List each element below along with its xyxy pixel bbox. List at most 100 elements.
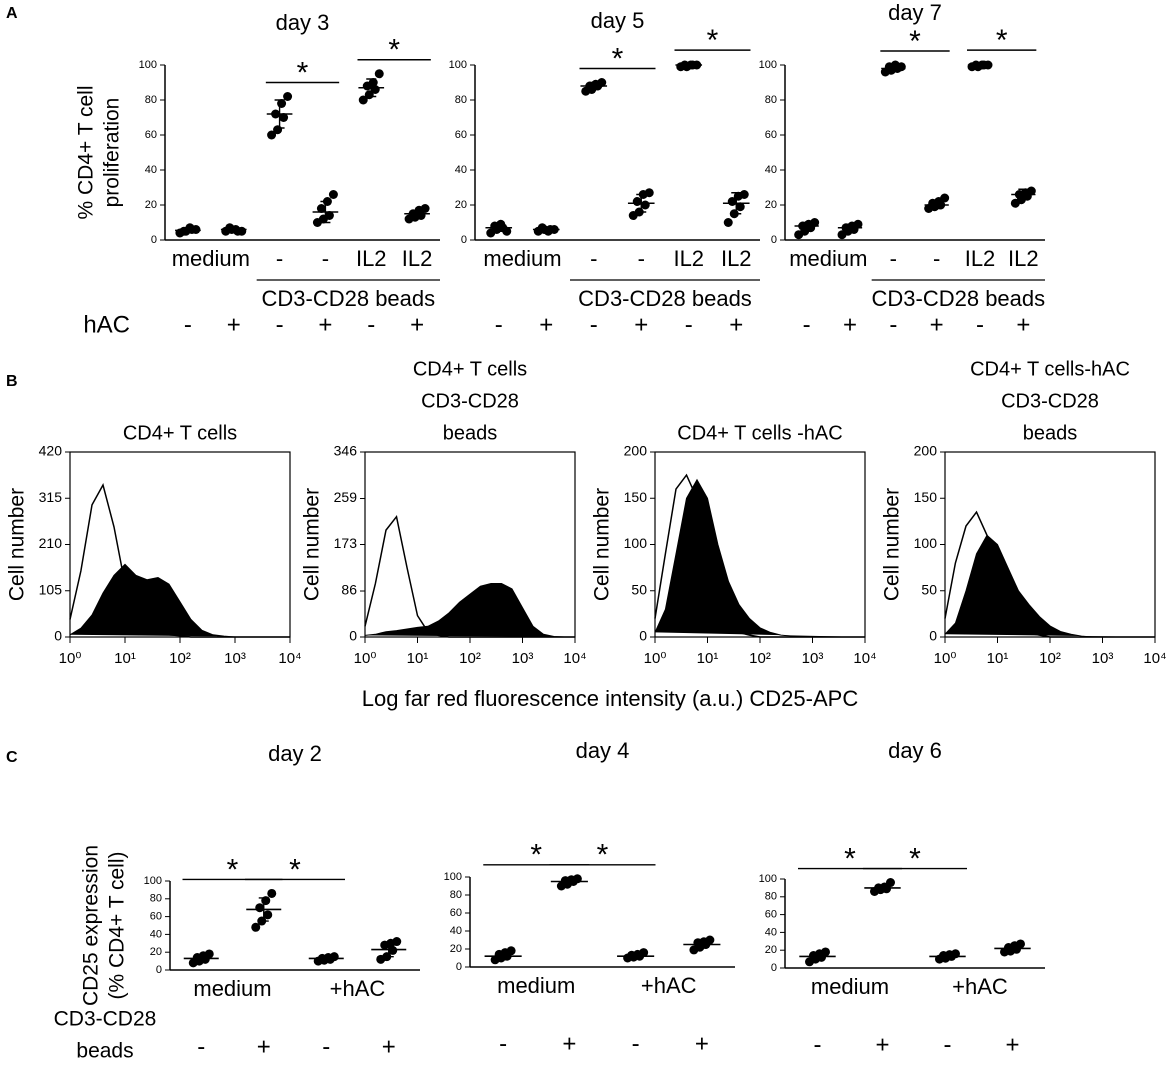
data-point [739,190,749,199]
y-axis-label: Cell number [6,488,29,601]
x-tick-label: 10¹ [697,650,719,667]
significance-label: * [227,853,239,886]
row-sign: + [1005,1031,1019,1058]
error-bar [383,941,394,958]
error-bar [801,221,812,231]
significance-label: * [297,56,309,89]
x-tick-label: +hAC [330,976,386,1001]
data-point [1026,186,1036,196]
x-tick-label: 10³ [512,650,534,667]
error-bar [182,227,193,233]
row-sign: + [875,1031,889,1058]
data-point [502,226,512,236]
data-point [886,878,895,888]
x-tick-label: 10⁴ [563,650,586,667]
row-sign: - [495,311,503,338]
error-bar [258,897,269,922]
y-tick-label: 60 [145,129,157,141]
panel-letter: B [6,373,18,390]
y-tick-label: 200 [624,443,648,459]
x-tick-label: +hAC [641,973,697,998]
error-bar [274,99,285,129]
data-point [263,910,273,920]
x-tick-label: IL2 [356,246,387,271]
x-tick-label: 10⁴ [278,650,301,667]
x-tick-label: 10⁰ [644,650,667,667]
data-point [279,113,289,122]
y-tick-label: 80 [150,893,162,905]
y-tick-label: 60 [765,129,777,141]
y-tick-label: 0 [349,628,357,644]
y-axis-label: % CD4+ T cell [75,85,98,219]
y-tick-label: 60 [765,909,777,921]
x-tick-label: 10³ [224,650,246,667]
y-axis-label: Cell number [301,488,324,601]
histogram-filled [944,534,1155,638]
error-bar [812,952,823,961]
y-tick-label: 86 [341,582,357,598]
row-sign: + [410,311,424,338]
data-point [940,193,950,203]
data-point [1016,939,1025,949]
y-tick-label: 100 [624,535,648,551]
y-tick-label: 420 [39,443,63,459]
chart-title: day 4 [576,738,630,763]
chart-title: day 2 [268,741,322,766]
y-tick-label: 50 [921,581,937,597]
data-point [358,95,368,105]
y-axis-label: (% CD4+ T cell) [106,851,129,999]
y-tick-label: 0 [456,961,462,973]
error-bar [731,192,742,215]
error-bar [1007,944,1018,953]
y-tick-label: 80 [450,889,462,901]
row-sign: + [695,1030,709,1057]
y-axis-label: proliferation [101,98,124,208]
row-sign: - [685,311,693,338]
x-tick-label: 10⁰ [59,650,82,667]
data-point [324,211,334,220]
y-tick-label: 259 [334,489,358,505]
x-tick-label: - [638,246,645,271]
x-tick-label: medium [172,246,250,271]
chart-title: beads [443,422,498,444]
row-label: beads [76,1040,133,1063]
x-tick-label: medium [811,974,889,999]
x-tick-label: 10⁴ [1143,650,1166,667]
row-sign: - [976,311,984,338]
chart-title: CD4+ T cells -hAC [677,422,842,444]
histogram-filled [654,478,865,638]
histogram-filled [364,583,575,638]
data-point [632,197,642,206]
y-tick-label: 100 [139,59,157,71]
x-tick-label: medium [193,976,271,1001]
chart-title: CD3-CD28 [421,390,519,412]
bracket-label: CD3-CD28 beads [262,286,436,311]
y-tick-label: 80 [765,94,777,106]
x-tick-label: IL2 [402,246,433,271]
y-tick-label: 315 [39,489,63,505]
y-tick-label: 40 [765,926,777,938]
y-tick-label: 40 [145,164,157,176]
error-bar [498,951,509,961]
x-tick-label: - [322,246,329,271]
x-tick-label: 10² [459,650,481,667]
significance-label: * [388,34,400,67]
x-tick-label: medium [497,973,575,998]
x-tick-label: 10² [1039,650,1061,667]
significance-label: * [844,842,856,875]
x-tick-label: IL2 [721,246,752,271]
row-sign: - [814,1031,822,1058]
significance-label: * [597,839,609,872]
y-tick-label: 105 [39,581,63,597]
chart-title: CD4+ T cells [413,358,527,380]
significance-label: * [909,842,921,875]
significance-label: * [996,24,1008,57]
error-bar [877,884,888,892]
y-tick-label: 0 [771,962,777,974]
significance-label: * [530,839,542,872]
row-sign: - [322,1033,330,1060]
x-tick-label: 10² [169,650,191,667]
x-tick-label: 10⁰ [934,650,957,667]
x-tick-label: 10³ [1092,650,1114,667]
